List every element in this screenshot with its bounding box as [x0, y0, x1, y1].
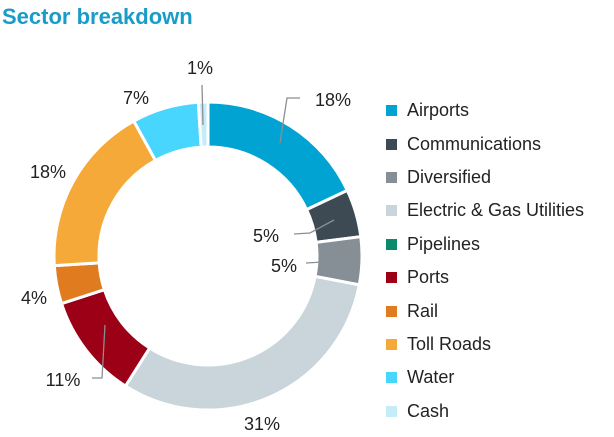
legend-label: Cash — [407, 400, 450, 421]
data-label: 11% — [46, 370, 81, 390]
legend-swatch — [386, 238, 397, 250]
legend-label: Airports — [407, 100, 470, 121]
legend-swatch — [386, 372, 397, 384]
legend-label: Communications — [407, 133, 542, 154]
legend-item: Pipelines — [386, 228, 584, 261]
legend-item: Ports — [386, 261, 584, 294]
data-label: 4% — [21, 288, 47, 308]
legend-label: Water — [407, 367, 455, 388]
legend-item: Rail — [386, 294, 584, 327]
legend-item: Electric & Gas Utilities — [386, 194, 584, 227]
legend-swatch — [386, 171, 397, 183]
legend-label: Diversified — [407, 166, 492, 187]
data-label: 7% — [123, 88, 149, 108]
legend-swatch — [386, 138, 397, 150]
leader-line — [279, 97, 300, 144]
legend-swatch — [386, 205, 397, 217]
slice-airports — [206, 100, 350, 212]
data-label: 18% — [315, 90, 351, 110]
leader-line — [92, 324, 106, 379]
slice-electric-gas-utilities — [123, 274, 362, 412]
legend-swatch — [386, 338, 397, 350]
data-label: 31% — [244, 414, 280, 434]
leader-line — [305, 260, 341, 264]
legend-label: Toll Roads — [407, 333, 492, 354]
legend-swatch — [386, 405, 397, 417]
legend-swatch — [386, 305, 397, 317]
legend-label: Rail — [407, 300, 439, 321]
legend-item: Toll Roads — [386, 328, 584, 361]
slice-toll-roads — [52, 119, 158, 268]
leader-line — [293, 219, 335, 235]
data-label: 5% — [271, 256, 297, 276]
legend-item: Airports — [386, 94, 584, 127]
legend-swatch — [386, 105, 397, 117]
legend-item: Diversified — [386, 161, 584, 194]
legend-item: Cash — [386, 395, 584, 428]
data-label: 5% — [253, 226, 279, 246]
data-label: 1% — [187, 58, 213, 78]
legend: Airports Communications Diversified Electri… — [386, 94, 584, 428]
leader-line — [201, 84, 204, 126]
legend-swatch — [386, 272, 397, 284]
data-label: 18% — [30, 162, 66, 182]
legend-item: Water — [386, 361, 584, 394]
legend-label: Electric & Gas Utilities — [407, 200, 585, 221]
legend-item: Communications — [386, 127, 584, 160]
legend-label: Pipelines — [407, 233, 481, 254]
legend-label: Ports — [407, 267, 450, 288]
chart-title: Sector breakdown — [2, 4, 193, 29]
